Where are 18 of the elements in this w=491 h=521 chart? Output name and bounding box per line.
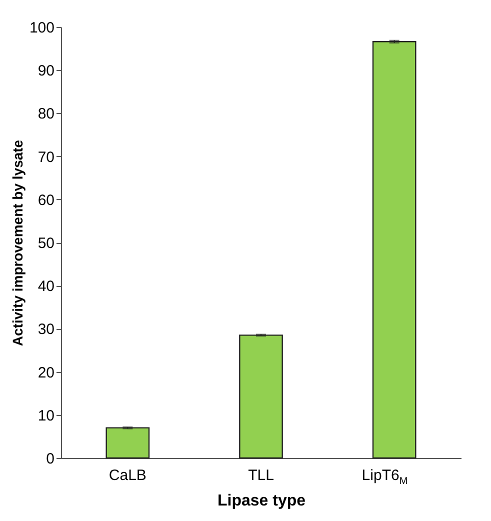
y-tick-label: 90 <box>38 62 54 80</box>
x-tick-label: CaLB <box>108 467 146 484</box>
bar <box>239 334 283 459</box>
bar <box>372 41 416 459</box>
x-tick-label: TLL <box>248 467 274 484</box>
y-tick-label: 70 <box>38 148 54 166</box>
y-tick-label: 50 <box>38 235 54 252</box>
y-axis-title: Activity improvement by lysate <box>9 140 26 346</box>
y-tick-label: 20 <box>38 364 54 382</box>
y-tick-label: 40 <box>38 278 54 296</box>
bar <box>106 427 150 459</box>
y-tick-label: 60 <box>38 192 54 209</box>
y-tick-label: 30 <box>38 321 54 338</box>
y-tick-label: 100 <box>29 20 54 36</box>
y-tick-label: 80 <box>38 106 54 123</box>
y-tick-label: 0 <box>46 450 54 468</box>
x-axis-title: Lipase type <box>217 492 306 510</box>
y-tick-label: 10 <box>38 407 54 424</box>
